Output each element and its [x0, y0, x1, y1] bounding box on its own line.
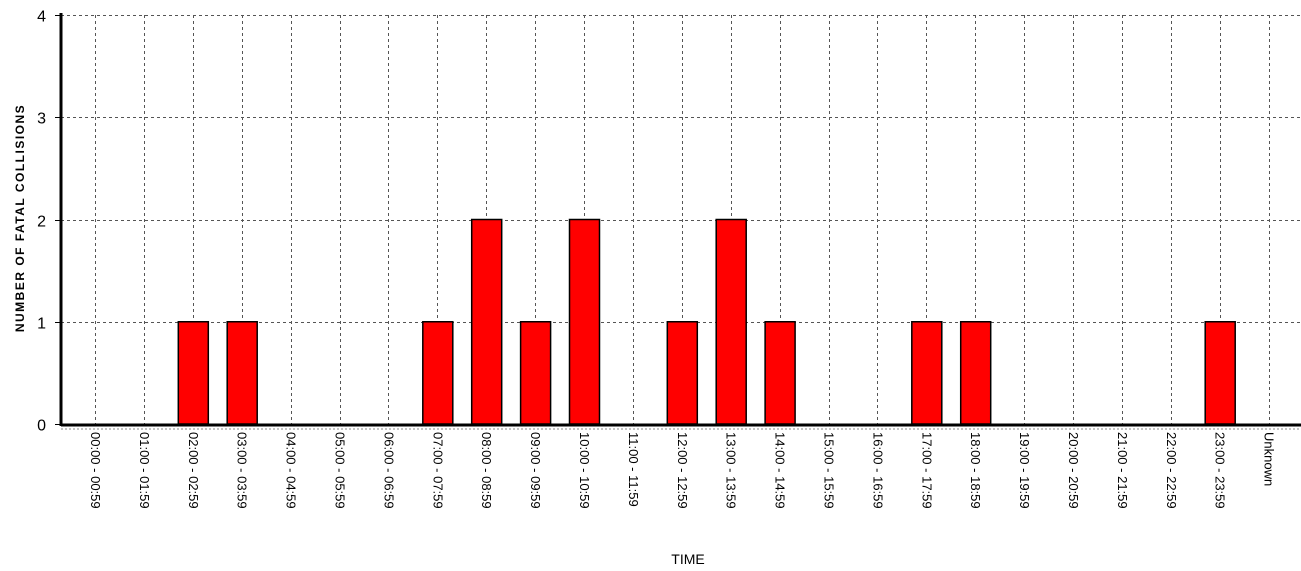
bar: [715, 218, 747, 425]
x-tick-label: 05:00 - 05:59: [333, 432, 348, 509]
bar: [568, 218, 601, 425]
x-tick-label: 21:00 - 21:59: [1115, 432, 1130, 509]
y-tick-label: 3: [37, 111, 46, 128]
bars: [177, 218, 1236, 425]
x-tick-label: 02:00 - 02:59: [186, 432, 201, 509]
x-tick-label: 10:00 - 10:59: [577, 432, 592, 509]
y-tick-label: 0: [37, 418, 46, 435]
x-tick-label: 08:00 - 08:59: [479, 432, 494, 509]
y-tick-label: 4: [37, 9, 46, 26]
x-tick-label: 09:00 - 09:59: [528, 432, 543, 509]
x-tick-label: 00:00 - 00:59: [88, 432, 103, 509]
x-tick-label: 15:00 - 15:59: [822, 432, 837, 509]
bar: [422, 321, 454, 425]
x-tick-labels: 00:00 - 00:59 01:00 - 01:59 02:00 - 02:59 0…: [88, 432, 1277, 509]
y-tick-label: 1: [37, 316, 46, 333]
x-tick-label: 01:00 - 01:59: [137, 432, 152, 509]
x-tick-label: 03:00 - 03:59: [235, 432, 250, 509]
x-tick-label: 14:00 - 14:59: [773, 432, 788, 509]
x-tick-label: 04:00 - 04:59: [284, 432, 299, 509]
bar: [911, 321, 943, 425]
x-tick-label: 12:00 - 12:59: [675, 432, 690, 509]
x-tick-label: 16:00 - 16:59: [870, 432, 885, 509]
bar: [1204, 321, 1236, 425]
x-tick-label: 06:00 - 06:59: [381, 432, 396, 509]
x-tick-label: 07:00 - 07:59: [430, 432, 445, 509]
x-tick-label: 23:00 - 23:59: [1213, 432, 1228, 509]
y-tick-label: 2: [37, 214, 46, 231]
bar: [764, 321, 796, 425]
y-tick-labels: 0 1 2 3 4: [37, 9, 46, 435]
bar: [470, 218, 503, 425]
axes: [55, 13, 1301, 430]
x-tick-label: 13:00 - 13:59: [724, 432, 739, 509]
x-tick-label: 17:00 - 17:59: [919, 432, 934, 509]
bar: [177, 321, 210, 425]
y-axis-title: NUMBER OF FATAL COLLISIONS: [13, 104, 27, 332]
bar: [519, 321, 552, 425]
x-tick-label: Unknown: [1262, 432, 1277, 486]
x-tick-label: 11:00 - 11:59: [626, 432, 641, 507]
x-tick-label: 22:00 - 22:59: [1164, 432, 1179, 509]
x-tick-label: 19:00 - 19:59: [1017, 432, 1032, 509]
bar: [226, 321, 258, 425]
bar: [666, 321, 699, 425]
x-tick-label: 20:00 - 20:59: [1066, 432, 1081, 509]
bar: [959, 321, 992, 425]
x-tick-label: 18:00 - 18:59: [968, 432, 983, 509]
x-axis-title: TIME: [671, 551, 704, 567]
